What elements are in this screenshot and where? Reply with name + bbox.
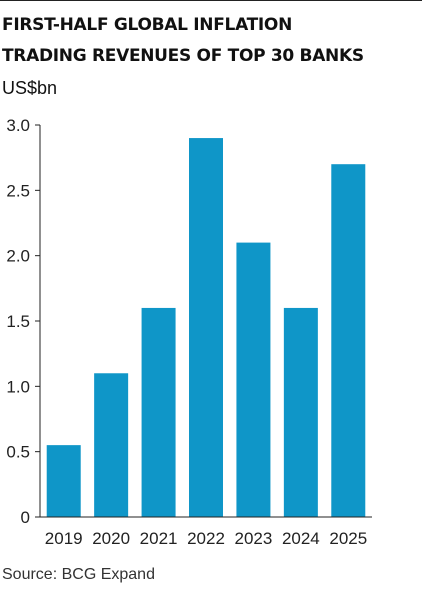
bar-2025 <box>331 164 366 517</box>
x-tick-label: 2021 <box>140 529 178 548</box>
bar-2021 <box>141 307 176 517</box>
x-tick-label: 2025 <box>329 529 367 548</box>
y-axis-unit-label: US$bn <box>2 78 58 98</box>
x-axis-labels: 2019 2020 2021 2022 2023 2024 2025 <box>45 529 367 548</box>
x-tick-label: 2019 <box>45 529 83 548</box>
y-tick-label: 0 <box>21 508 30 527</box>
bar-2022 <box>189 138 223 518</box>
chart-title: FIRST-HALF GLOBAL INFLATION TRADING REVE… <box>2 10 420 72</box>
bar-2023 <box>236 242 271 517</box>
y-tick-label: 2.0 <box>6 247 30 266</box>
x-tick-label: 2023 <box>235 529 273 548</box>
bar-2024 <box>283 307 318 517</box>
bars <box>46 138 366 518</box>
y-tick-label: 1.0 <box>6 377 30 396</box>
chart-title-line-2: TRADING REVENUES OF TOP 30 BANKS <box>2 46 364 66</box>
x-tick-label: 2020 <box>92 529 130 548</box>
top-rule <box>0 0 422 1</box>
source-note: Source: BCG Expand <box>2 566 155 583</box>
y-tick-label: 3.0 <box>6 116 30 135</box>
bar-2019 <box>46 445 81 517</box>
y-tick-label: 1.5 <box>6 312 30 331</box>
x-tick-label: 2022 <box>187 529 225 548</box>
chart-title-line-1: FIRST-HALF GLOBAL INFLATION <box>2 15 293 35</box>
y-tick-label: 2.5 <box>6 181 30 200</box>
y-tick-label: 0.5 <box>6 443 30 462</box>
x-tick-label: 2024 <box>282 529 320 548</box>
bar-2020 <box>94 373 129 517</box>
y-axis-ticks: 0 0.5 1.0 1.5 2.0 2.5 3.0 <box>6 116 40 527</box>
